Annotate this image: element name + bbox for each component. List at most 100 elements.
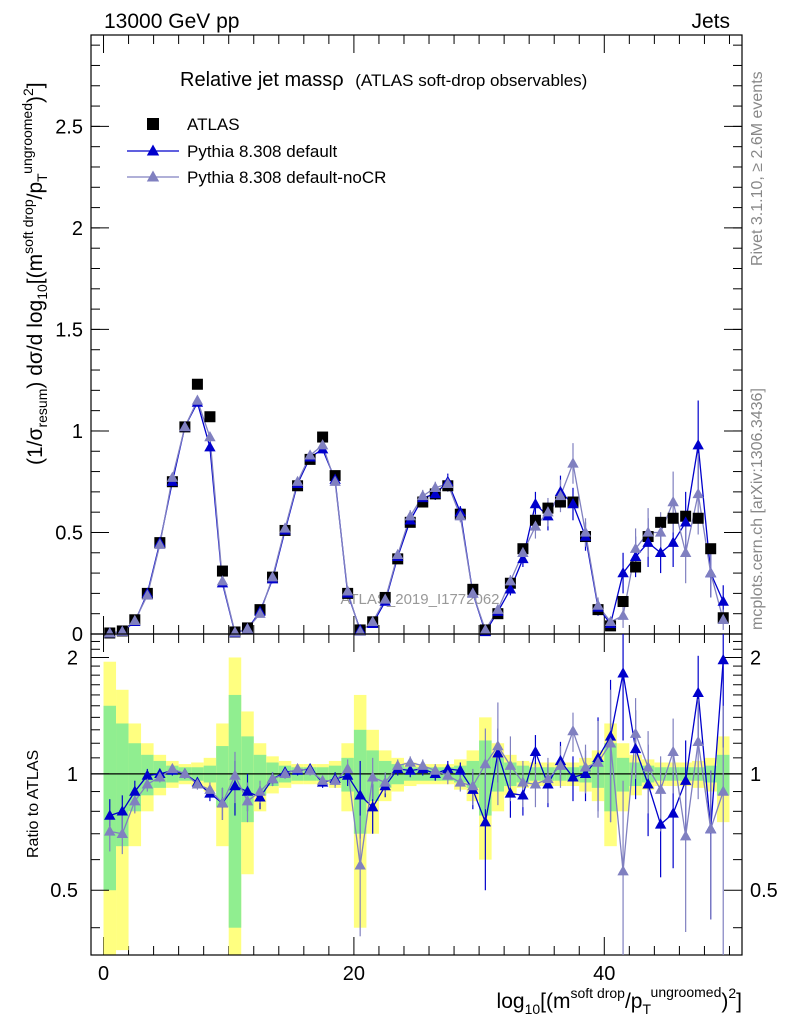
uncertainty-band-inner (616, 757, 630, 792)
ratio-point-nocr (629, 727, 642, 738)
x-axis-label: log10[(msoft drop/pTungroomed)2] (497, 984, 742, 1017)
data-point-nocr (304, 449, 316, 460)
data-point-nocr (492, 603, 504, 614)
data-point-atlas (529, 514, 541, 526)
ratio-point-default (629, 742, 642, 754)
uncertainty-band-inner (103, 705, 117, 891)
data-point-nocr (579, 526, 592, 537)
ratio-point-nocr (329, 774, 341, 785)
data-point-nocr (429, 481, 441, 493)
data-point-default (642, 536, 654, 547)
mcplots-label: mcplots.cern.ch [arXiv:1306.3436] (749, 388, 766, 630)
legend-label: ATLAS (187, 115, 240, 134)
data-point-nocr (454, 510, 467, 521)
ratio-series-layer (104, 634, 729, 955)
data-point-default (617, 567, 629, 578)
ratio-point-nocr (517, 776, 529, 787)
ratio-point-default (404, 764, 416, 775)
data-point-nocr (266, 571, 279, 582)
ratio-point-default (254, 791, 266, 802)
ratio-point-default (529, 745, 542, 757)
data-point-nocr (417, 489, 429, 501)
ratio-point-nocr (604, 737, 617, 748)
data-point-nocr (366, 615, 379, 627)
data-point-nocr (667, 496, 679, 507)
data-point-nocr (567, 457, 579, 468)
ratio-point-nocr (304, 764, 316, 775)
ratio-point-nocr (705, 823, 717, 834)
ratio-point-nocr (654, 783, 667, 794)
ratio-frame (90, 633, 743, 956)
data-point-atlas (692, 512, 704, 524)
data-point-nocr (592, 599, 604, 610)
ratio-point-default (567, 771, 579, 782)
ratio-point-default (679, 774, 692, 785)
ratio-point-nocr (479, 758, 492, 769)
ratio-point-default (717, 654, 729, 665)
ratio-tick-label-left: 0.5 (50, 880, 78, 902)
ratio-point-default (492, 747, 504, 758)
ratio-point-nocr (467, 780, 479, 791)
ratio-point-default (642, 778, 654, 789)
data-point-default (504, 583, 517, 594)
ratio-point-nocr (216, 797, 229, 808)
data-point-nocr (341, 585, 354, 596)
ratio-point-nocr (717, 785, 729, 796)
rivet-label: Rivet 3.1.10, ≥ 2.6M events (749, 71, 766, 266)
ratio-point-nocr (266, 772, 279, 784)
data-point-default (204, 441, 216, 452)
ratio-point-nocr (116, 827, 128, 838)
ratio-point-nocr (279, 767, 291, 779)
data-point-default (667, 536, 679, 547)
x-tick-label: 40 (593, 963, 615, 985)
ratio-point-nocr (166, 762, 179, 774)
ratio-point-default (366, 801, 379, 812)
data-point-nocr (254, 607, 266, 618)
y-tick-label: 1.5 (55, 319, 83, 341)
ratio-tick-label-left: 1 (67, 764, 78, 786)
ratio-point-nocr (254, 785, 266, 796)
data-point-default (629, 550, 642, 562)
ratio-point-nocr (592, 756, 604, 767)
ratio-point-nocr (141, 778, 154, 789)
ratio-point-default (617, 667, 629, 678)
ratio-point-default (442, 762, 454, 774)
ratio-point-default (654, 818, 667, 829)
ratio-point-default (604, 730, 617, 741)
data-point-default (517, 552, 529, 564)
process-label: Jets (691, 10, 730, 33)
data-point-nocr (554, 489, 567, 501)
ratio-point-nocr (417, 759, 429, 770)
ratio-point-default (667, 807, 679, 818)
ratio-tick-label-right: 1 (750, 764, 761, 786)
data-point-atlas (617, 596, 629, 608)
ratio-point-nocr (191, 778, 204, 789)
uncertainty-band-inner (253, 754, 267, 796)
series-line (109, 400, 724, 634)
chart-title: Relative jet massρ (ATLAS soft-drop obse… (180, 69, 587, 91)
ratio-point-nocr (504, 759, 517, 770)
ratio-point-default (229, 780, 241, 791)
ratio-point-default (692, 686, 704, 698)
ratio-point-nocr (241, 795, 254, 806)
ratio-point-nocr (179, 767, 191, 779)
y-tick-label: 0 (72, 624, 83, 646)
legend-marker-atlas (147, 118, 159, 130)
ratio-point-nocr (104, 825, 116, 836)
data-point-nocr (692, 487, 704, 499)
ratio-point-default (141, 769, 154, 780)
ratio-point-nocr (579, 761, 592, 772)
ratio-point-nocr (554, 759, 567, 770)
data-point-nocr (467, 587, 479, 598)
ratio-point-default (354, 789, 366, 800)
ratio-point-nocr (667, 745, 679, 757)
data-point-atlas (630, 561, 642, 573)
data-point-default (429, 487, 441, 499)
y-axis-label: (1/σresum) dσ/d log10[(msoft drop/pTungr… (19, 82, 50, 465)
ratio-point-nocr (154, 771, 166, 782)
ratio-point-default (129, 785, 141, 796)
data-point-nocr (542, 506, 554, 517)
data-point-nocr (442, 477, 454, 488)
ratio-point-nocr (542, 772, 554, 784)
data-point-nocr (517, 546, 529, 557)
